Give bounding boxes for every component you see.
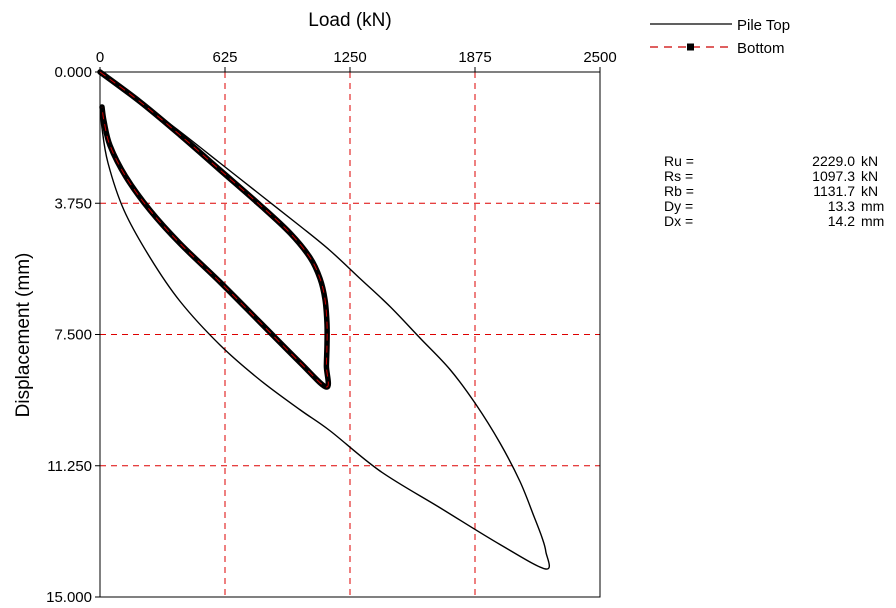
result-row: Rb = 1131.7 kN: [664, 183, 878, 199]
axis-ticks: 0 625 1250 1875 2500 0.000 3.750 7.500 11.250 15.…: [46, 49, 617, 606]
result-value: 1097.3: [812, 168, 855, 184]
y-tick-label: 0.000: [54, 64, 92, 81]
result-label: Ru =: [664, 153, 694, 169]
result-unit: kN: [861, 183, 878, 199]
y-tick-label: 15.000: [46, 589, 92, 606]
result-label: Dy =: [664, 198, 693, 214]
result-unit: kN: [861, 168, 878, 184]
result-unit: kN: [861, 153, 878, 169]
result-value: 2229.0: [812, 153, 855, 169]
legend: Pile Top Bottom: [650, 17, 790, 57]
legend-marker-bottom: [687, 43, 694, 51]
y-axis-title: Displacement (mm): [13, 253, 34, 418]
result-value: 13.3: [828, 198, 855, 214]
result-label: Dx =: [664, 213, 693, 229]
x-tick-label: 1875: [458, 49, 491, 66]
x-tick-label: 0: [96, 49, 104, 66]
result-row: Dx = 14.2 mm: [664, 213, 884, 229]
result-row: Dy = 13.3 mm: [664, 198, 884, 214]
result-unit: mm: [861, 213, 884, 229]
x-axis-title: Load (kN): [308, 10, 391, 31]
y-tick-label: 7.500: [54, 327, 92, 344]
data-series: [97, 69, 551, 570]
series-line-bottom: [99, 71, 329, 388]
result-value: 14.2: [828, 213, 855, 229]
y-tick-label: 11.250: [47, 458, 92, 475]
x-tick-label: 2500: [583, 49, 616, 66]
legend-label-pile-top: Pile Top: [737, 17, 790, 34]
x-tick-label: 1250: [333, 49, 366, 66]
x-tick-label: 625: [212, 49, 237, 66]
y-tick-label: 3.750: [54, 195, 92, 212]
result-row: Rs = 1097.3 kN: [664, 168, 878, 184]
series-line-pile-top: [99, 71, 551, 570]
grid-lines: [100, 72, 600, 597]
result-label: Rb =: [664, 183, 694, 199]
result-label: Rs =: [664, 168, 693, 184]
legend-label-bottom: Bottom: [737, 40, 785, 57]
result-unit: mm: [861, 198, 884, 214]
result-value: 1131.7: [813, 183, 855, 199]
result-row: Ru = 2229.0 kN: [664, 153, 878, 169]
